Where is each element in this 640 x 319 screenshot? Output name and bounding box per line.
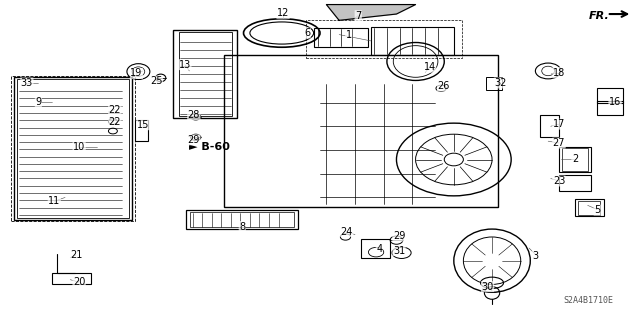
Text: S2A4B1710E: S2A4B1710E: [563, 296, 613, 305]
Text: 9: 9: [35, 97, 42, 107]
Bar: [362, 239, 390, 257]
Bar: [597, 101, 623, 115]
Text: 22: 22: [109, 105, 121, 115]
Bar: [559, 147, 591, 172]
Text: 29: 29: [393, 231, 405, 241]
Text: 3: 3: [532, 251, 538, 261]
Bar: [486, 77, 502, 90]
Bar: [578, 201, 600, 215]
Bar: [52, 273, 91, 285]
Text: 7: 7: [355, 11, 362, 21]
Text: 4: 4: [376, 244, 382, 254]
Bar: [135, 120, 148, 141]
Text: ► B-60: ► B-60: [189, 142, 230, 152]
Bar: [540, 115, 559, 137]
Bar: [575, 199, 604, 216]
Text: 13: 13: [179, 60, 191, 70]
Text: 1: 1: [346, 30, 352, 40]
Bar: [306, 20, 462, 58]
Text: 28: 28: [188, 110, 200, 120]
Text: 5: 5: [594, 205, 600, 215]
Text: 27: 27: [553, 138, 565, 148]
Bar: [371, 27, 454, 55]
Bar: [14, 77, 132, 219]
Bar: [17, 79, 129, 218]
Bar: [179, 33, 232, 116]
Text: 33: 33: [20, 78, 33, 88]
Bar: [225, 55, 499, 207]
Text: 29: 29: [188, 135, 200, 145]
Bar: [314, 28, 368, 47]
Text: 23: 23: [553, 176, 565, 186]
Bar: [562, 148, 588, 171]
Bar: [173, 30, 237, 118]
Text: 31: 31: [393, 246, 405, 256]
Text: 6: 6: [304, 28, 310, 38]
Text: 14: 14: [424, 62, 436, 72]
Text: 26: 26: [437, 81, 450, 91]
Text: 11: 11: [48, 196, 60, 206]
Text: 10: 10: [73, 142, 85, 152]
Text: 24: 24: [340, 226, 353, 237]
Bar: [597, 88, 623, 103]
Text: 15: 15: [137, 120, 149, 130]
Bar: [11, 76, 135, 221]
Text: 16: 16: [609, 97, 621, 107]
Text: 17: 17: [553, 119, 565, 129]
Text: 19: 19: [131, 69, 143, 78]
Text: 30: 30: [481, 282, 493, 292]
Text: 8: 8: [239, 221, 245, 232]
Text: FR.: FR.: [589, 11, 610, 21]
Text: 21: 21: [70, 250, 82, 260]
Bar: [190, 212, 294, 227]
Text: 32: 32: [494, 78, 506, 88]
Text: 22: 22: [109, 116, 121, 127]
Polygon shape: [326, 4, 415, 20]
Bar: [186, 210, 298, 229]
Text: 18: 18: [553, 68, 565, 78]
Text: 2: 2: [572, 154, 578, 164]
Text: 25: 25: [150, 76, 163, 86]
Text: 12: 12: [277, 8, 289, 19]
Bar: [559, 175, 591, 191]
Text: 20: 20: [73, 277, 85, 287]
